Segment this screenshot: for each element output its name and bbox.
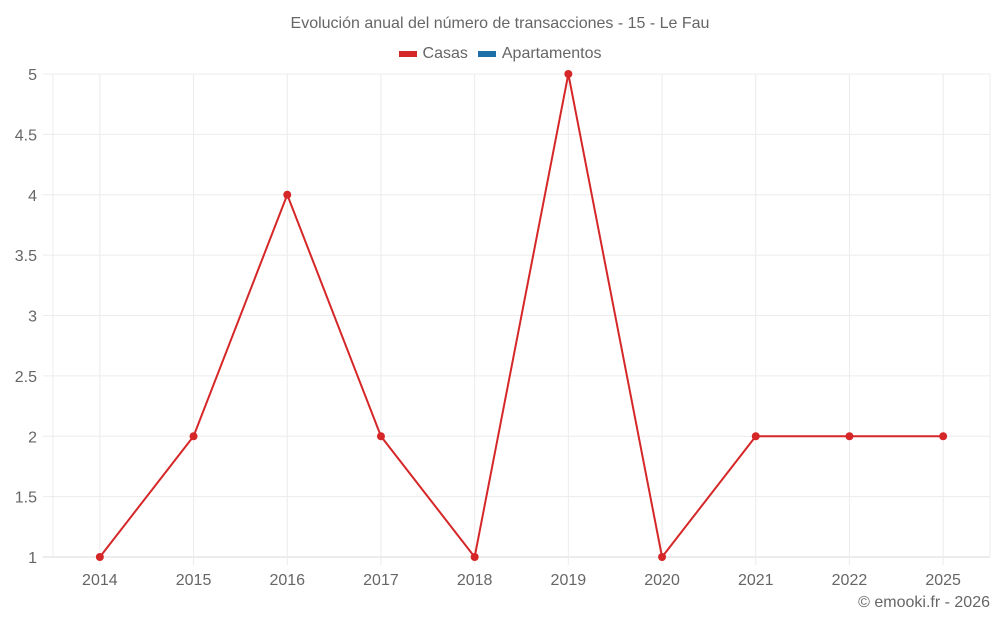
- y-tick-label: 2.5: [15, 369, 37, 386]
- x-tick-label: 2022: [832, 572, 868, 589]
- data-point[interactable]: [939, 432, 948, 441]
- x-axis: 2014 2015 2016 2017 2018 2019 2020 2021 2022 2025: [82, 572, 961, 589]
- x-tick-label: 2017: [363, 572, 399, 589]
- y-tick-label: 4: [28, 188, 37, 205]
- y-tick-label: 1: [28, 550, 37, 567]
- legend-label-casas: Casas: [422, 45, 468, 62]
- data-point[interactable]: [845, 432, 854, 441]
- y-tick-label: 5: [28, 67, 37, 84]
- legend-item-casas[interactable]: Casas: [398, 45, 468, 63]
- x-tick-label: 2014: [82, 572, 118, 589]
- legend-item-apartamentos[interactable]: Apartamentos: [477, 45, 602, 63]
- x-tick-label: 2021: [738, 572, 774, 589]
- y-axis: 1 1.5 2 2.5 3 3.5 4 4.5 5: [15, 67, 37, 567]
- legend-swatch-casas: [398, 51, 417, 57]
- data-point[interactable]: [283, 190, 292, 199]
- x-tick-label: 2018: [457, 572, 493, 589]
- legend-swatch-apartamentos: [477, 51, 496, 57]
- x-tick-label: 2020: [644, 572, 680, 589]
- y-tick-label: 3: [28, 309, 37, 326]
- data-point[interactable]: [658, 553, 667, 561]
- y-tick-label: 3.5: [15, 248, 37, 265]
- copyright-credit: © emooki.fr - 2026: [858, 594, 990, 611]
- legend-label-apartamentos: Apartamentos: [501, 45, 602, 62]
- x-tick-label: 2025: [925, 572, 961, 589]
- x-tick-label: 2019: [551, 572, 587, 589]
- data-point[interactable]: [564, 70, 573, 78]
- data-point[interactable]: [470, 553, 479, 561]
- data-point[interactable]: [376, 432, 385, 441]
- data-point[interactable]: [95, 553, 104, 561]
- y-tick-label: 1.5: [15, 490, 37, 507]
- data-point[interactable]: [751, 432, 760, 441]
- y-tick-label: 4.5: [15, 127, 37, 144]
- data-point[interactable]: [189, 432, 198, 441]
- chart-title: Evolución anual del número de transaccio…: [290, 15, 710, 32]
- x-tick-label: 2015: [176, 572, 212, 589]
- legend: Casas Apartamentos: [0, 45, 1000, 63]
- grid-lines: [43, 73, 991, 565]
- series-casas: [95, 70, 948, 561]
- x-tick-label: 2016: [269, 572, 305, 589]
- y-tick-label: 2: [28, 429, 37, 446]
